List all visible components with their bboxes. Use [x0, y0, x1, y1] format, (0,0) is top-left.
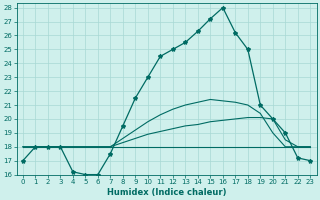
- X-axis label: Humidex (Indice chaleur): Humidex (Indice chaleur): [107, 188, 226, 197]
